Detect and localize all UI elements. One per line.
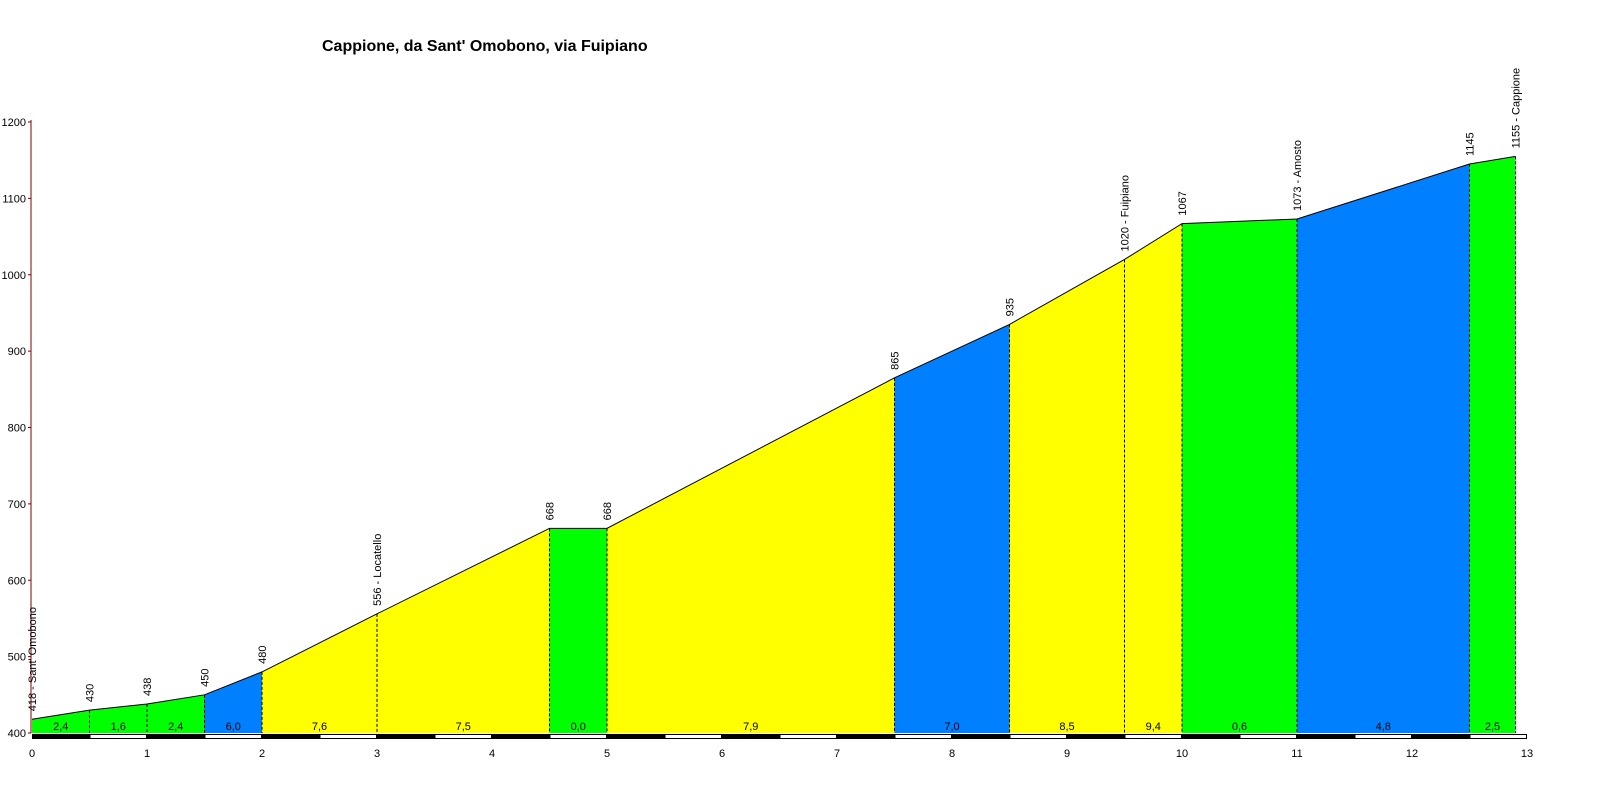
point-elevation-label: 1067 <box>1177 191 1189 215</box>
y-tick-label: 400 <box>8 728 26 740</box>
segment-fill <box>1124 223 1182 734</box>
segment-fill <box>894 324 1010 733</box>
grade-label: 4,8 <box>1376 721 1391 733</box>
grade-label: 7,0 <box>944 721 959 733</box>
y-tick-label: 900 <box>8 346 26 358</box>
point-elevation-label: 1020 - Fuipiano <box>1120 175 1132 251</box>
grade-label: 0,0 <box>571 721 586 733</box>
x-tick-label: 7 <box>834 748 840 760</box>
grade-label: 1,6 <box>111 721 126 733</box>
distance-bar-stripe <box>780 735 836 738</box>
segment-fill <box>607 377 895 733</box>
point-elevation-label: 556 - Locatello <box>372 534 384 606</box>
profile-lines <box>31 155 1516 733</box>
distance-bar-stripe <box>1010 735 1066 738</box>
x-tick-label: 4 <box>489 748 495 760</box>
x-tick-label: 11 <box>1291 748 1302 760</box>
segment-fill <box>204 671 262 733</box>
point-elevation-label: 1073 - Amosto <box>1292 140 1304 211</box>
segment-fill <box>1297 164 1470 734</box>
segment-fill <box>89 703 147 733</box>
point-elevation-label: 418 - Sant' Omobono <box>27 607 39 711</box>
point-elevation-label: 865 <box>890 351 902 369</box>
segment-fill <box>262 613 377 733</box>
grade-label: 6,0 <box>226 721 241 733</box>
segment-fill <box>377 528 550 733</box>
point-elevation-label: 668 <box>602 502 614 520</box>
grade-label: 7,9 <box>743 721 758 733</box>
point-elevation-label: 935 <box>1005 298 1017 316</box>
distance-bar-stripe <box>895 735 951 738</box>
point-elevation-label: 1145 <box>1465 132 1477 156</box>
distance-bar <box>32 734 1527 739</box>
point-elevation-label: 668 <box>545 502 557 520</box>
point-elevation-label: 1155 - Cappione <box>1511 68 1523 149</box>
x-tick-label: 10 <box>1176 748 1188 760</box>
grade-label: 0,6 <box>1232 721 1247 733</box>
grade-label: 7,5 <box>456 721 471 733</box>
y-tick-label: 1100 <box>2 193 26 205</box>
segment-fill <box>1182 218 1297 734</box>
distance-bar-stripe <box>205 735 261 738</box>
y-tick-label: 600 <box>8 575 26 587</box>
point-elevation-label: 438 <box>142 678 154 696</box>
distance-bar-stripe <box>320 735 376 738</box>
y-tick-label: 500 <box>8 652 26 664</box>
x-tick-label: 5 <box>604 748 610 760</box>
distance-bar-stripe <box>1125 735 1181 738</box>
segment-fills <box>32 156 1516 734</box>
distance-bar-stripe <box>435 735 491 738</box>
x-tick-label: 12 <box>1406 748 1418 760</box>
x-tick-label: 2 <box>259 748 265 760</box>
x-tick-label: 9 <box>1064 748 1070 760</box>
segment-fill <box>1469 156 1516 733</box>
x-tick-label: 13 <box>1521 748 1533 760</box>
x-tick-label: 8 <box>949 748 955 760</box>
distance-bar-stripe <box>1355 735 1411 738</box>
segment-fill <box>32 710 90 733</box>
point-elevation-label: 480 <box>257 646 269 664</box>
segment-fill <box>549 528 607 733</box>
distance-bar-stripe <box>90 735 146 738</box>
y-tick-label: 700 <box>8 499 26 511</box>
x-tick-label: 3 <box>374 748 380 760</box>
x-tick-label: 1 <box>144 748 150 760</box>
grade-label: 8,5 <box>1059 721 1074 733</box>
labels: 2,4 1,6 2,4 6,0 7,6 7,5 0,0 7,9 7,0 8,5 9,4 0,6 4,8 2… <box>27 68 1523 733</box>
grade-label: 2,4 <box>53 721 68 733</box>
chart-title: Cappione, da Sant' Omobono, via Fuipiano <box>322 38 648 55</box>
grade-label: 9,4 <box>1146 721 1161 733</box>
distance-bar-stripe <box>550 735 606 738</box>
grade-label: 2,4 <box>168 721 183 733</box>
distance-bar-stripe <box>665 735 721 738</box>
point-elevation-label: 450 <box>200 668 212 686</box>
grade-label: 2,5 <box>1485 721 1500 733</box>
segment-fill <box>147 694 205 733</box>
distance-bar-stripe <box>1470 735 1526 738</box>
y-tick-label: 800 <box>8 423 26 435</box>
grade-label: 7,6 <box>312 721 327 733</box>
distance-bar-stripe <box>1240 735 1296 738</box>
y-tick-label: 1000 <box>2 270 26 282</box>
y-tick-label: 1200 <box>2 117 26 129</box>
segment-fill <box>1009 259 1125 733</box>
x-tick-label: 0 <box>29 748 35 760</box>
point-elevation-label: 430 <box>85 684 97 702</box>
x-tick-label: 6 <box>719 748 725 760</box>
